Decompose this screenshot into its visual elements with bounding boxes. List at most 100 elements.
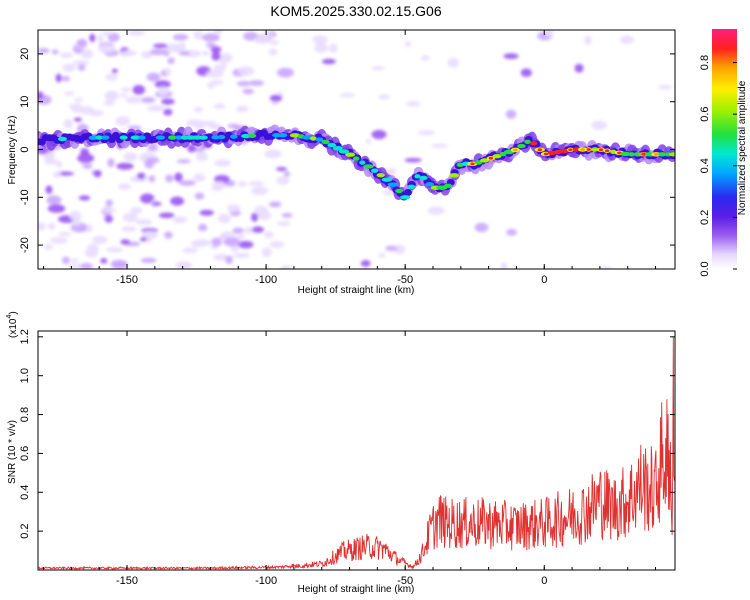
noise-blob — [195, 152, 209, 162]
noise-blob — [153, 43, 168, 49]
noise-blob — [111, 68, 118, 74]
x-tick-label: 0 — [541, 274, 547, 286]
x-tick-label: -150 — [116, 274, 138, 286]
noise-blob — [261, 247, 272, 258]
y-tick-label: 0.4 — [19, 485, 31, 500]
noise-blob — [213, 64, 227, 72]
noise-blob — [136, 172, 146, 180]
ridge-peak — [376, 172, 385, 178]
noise-blob — [197, 223, 208, 232]
noise-blob — [205, 42, 216, 48]
noise-blob — [378, 94, 390, 100]
noise-blob — [268, 40, 280, 45]
noise-blob — [599, 266, 612, 269]
ridge-peak — [400, 195, 411, 200]
noise-blob — [223, 237, 241, 247]
noise-blob — [321, 58, 336, 65]
noise-blob — [112, 262, 128, 269]
ridge-peak — [95, 135, 104, 140]
noise-blob — [69, 210, 82, 221]
noise-blob — [139, 237, 147, 242]
ridge-peak — [217, 134, 226, 140]
y-tick-label: -20 — [19, 237, 31, 253]
ridge-peak — [492, 153, 502, 159]
noise-blob — [125, 96, 143, 104]
noise-blob — [46, 195, 62, 205]
ridge-peak-hot — [470, 162, 475, 166]
ridge-peak — [480, 158, 490, 163]
noise-blob — [45, 185, 53, 195]
noise-blob — [59, 52, 73, 59]
ridge-peak — [138, 135, 146, 140]
ridge-peak-hot — [562, 149, 567, 153]
x-tick-label: -150 — [116, 575, 138, 587]
noise-blob — [225, 255, 233, 265]
ridge-peak — [359, 160, 366, 165]
spectrogram-x-label: Height of straight line (km) — [298, 285, 415, 296]
noise-blob — [161, 98, 175, 105]
noise-blob — [264, 149, 282, 159]
noise-blob — [116, 162, 134, 170]
spectrogram-y-ticks: -20 -10 0 10 20 — [19, 48, 675, 253]
y-tick-label: 1.2 — [19, 329, 31, 344]
noise-blob — [51, 49, 59, 55]
ridge-peak — [363, 164, 374, 169]
noise-blob — [78, 195, 91, 201]
noise-blob — [427, 206, 445, 215]
noise-blob — [212, 253, 230, 261]
ridge-peak — [332, 146, 343, 151]
x-tick-label: -100 — [255, 274, 277, 286]
noise-blob — [500, 262, 508, 269]
noise-blob — [44, 244, 54, 250]
noise-blob — [164, 231, 173, 239]
colorbar-tick-label: 0.4 — [699, 158, 711, 173]
noise-blob — [107, 158, 115, 168]
x-tick-label: -50 — [397, 575, 413, 587]
ridge-peak — [419, 175, 428, 181]
snr-y-ticks: 0.2 0.4 0.6 0.8 1.0 1.2 — [19, 329, 675, 539]
ridge-peak — [88, 135, 98, 140]
noise-blob — [139, 193, 155, 204]
noise-blob — [73, 117, 82, 122]
noise-blob — [233, 252, 251, 258]
noise-blob — [217, 213, 231, 224]
noise-blob — [78, 105, 94, 115]
ridge-peak — [327, 142, 337, 148]
noise-blob — [371, 66, 385, 71]
noise-blob — [101, 31, 114, 36]
y-tick-label: 20 — [19, 48, 31, 60]
noise-blob — [100, 257, 108, 264]
noise-blob — [371, 129, 387, 140]
ridge-peak — [353, 156, 360, 161]
noise-blob — [55, 73, 62, 83]
noise-blob — [135, 218, 153, 226]
snr-x-ticks: -150 -100 -50 0 — [43, 331, 657, 587]
noise-blob — [103, 100, 115, 106]
ridge-peak — [381, 177, 393, 182]
noise-blob — [262, 32, 273, 39]
ridge-peak — [669, 152, 675, 157]
noise-blob — [280, 265, 292, 269]
noise-blob — [86, 224, 93, 233]
ridge-peak — [443, 183, 453, 189]
y-tick-label: -10 — [19, 189, 31, 205]
noise-blob — [520, 68, 532, 77]
noise-blob — [178, 180, 196, 186]
ridge-peak-hot — [653, 152, 659, 156]
ridge-peak-hot — [513, 148, 518, 152]
ridge-peak — [174, 135, 183, 140]
ridge-peak-hot — [531, 141, 536, 145]
noise-blob — [58, 232, 72, 237]
noise-blob — [417, 130, 436, 136]
noise-blob — [165, 174, 174, 183]
noise-blob — [420, 55, 430, 61]
spectrogram-x-ticks: -150 -100 -50 0 — [43, 30, 657, 286]
ridge-peak-hot — [604, 149, 610, 153]
ridge-peak — [315, 137, 324, 142]
noise-blob — [49, 237, 68, 244]
noise-blob — [98, 44, 116, 54]
noise-blob — [121, 225, 137, 232]
noise-blob — [238, 66, 255, 76]
noise-blob — [62, 256, 70, 264]
noise-blob — [167, 57, 175, 65]
